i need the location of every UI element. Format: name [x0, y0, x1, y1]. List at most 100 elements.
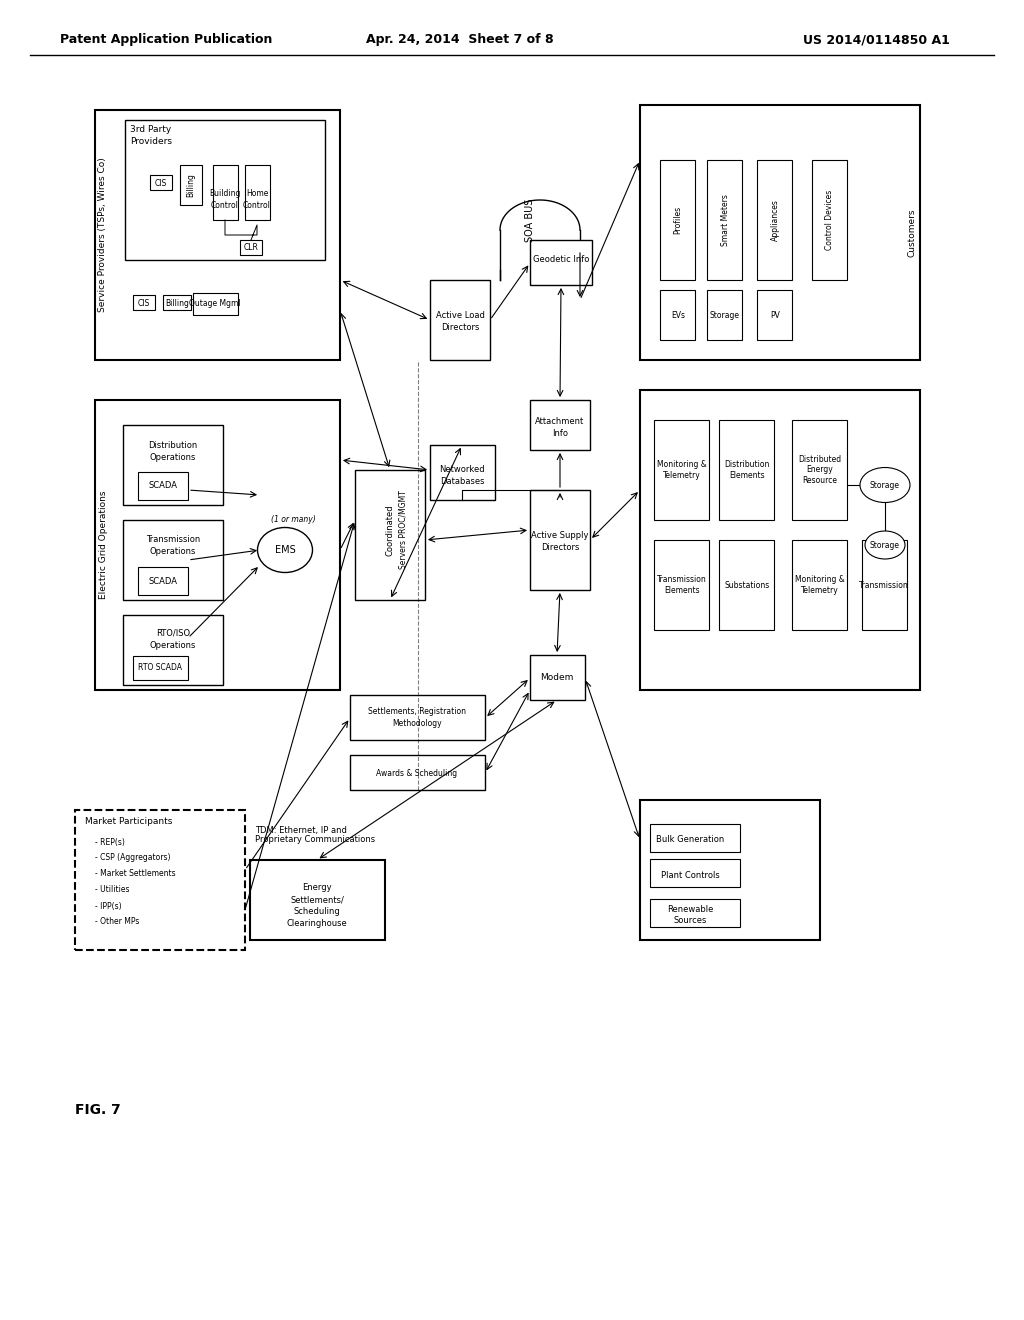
Text: Attachment: Attachment — [536, 417, 585, 426]
Text: - REP(s): - REP(s) — [95, 837, 125, 846]
FancyBboxPatch shape — [654, 420, 709, 520]
Text: Distributed
Energy
Resource: Distributed Energy Resource — [799, 455, 842, 484]
Text: Distribution
Elements: Distribution Elements — [724, 461, 770, 479]
Text: - Market Settlements: - Market Settlements — [95, 870, 176, 879]
Text: Monitoring &
Telemetry: Monitoring & Telemetry — [657, 461, 707, 479]
Text: Clearinghouse: Clearinghouse — [287, 920, 347, 928]
Text: Outage Mgml: Outage Mgml — [189, 300, 241, 309]
Text: SCADA: SCADA — [148, 577, 177, 586]
Text: Transmission: Transmission — [145, 536, 200, 544]
Text: Electric Grid Operations: Electric Grid Operations — [98, 491, 108, 599]
Text: Directors: Directors — [541, 543, 580, 552]
Ellipse shape — [860, 467, 910, 503]
FancyBboxPatch shape — [75, 810, 245, 950]
Text: Scheduling: Scheduling — [294, 908, 340, 916]
Text: Databases: Databases — [439, 478, 484, 487]
FancyBboxPatch shape — [133, 294, 155, 310]
Text: Settlements/: Settlements/ — [290, 895, 344, 904]
Text: Active Supply: Active Supply — [531, 531, 589, 540]
Text: TDM: Ethernet, IP and: TDM: Ethernet, IP and — [255, 825, 347, 834]
Text: Transmission
Elements: Transmission Elements — [657, 576, 707, 595]
Text: Methodology: Methodology — [392, 719, 441, 729]
FancyBboxPatch shape — [138, 473, 188, 500]
Text: Home: Home — [246, 189, 268, 198]
Text: RTO/ISO: RTO/ISO — [156, 628, 190, 638]
Text: Renewable
Sources: Renewable Sources — [667, 906, 713, 925]
Text: Awards & Scheduling: Awards & Scheduling — [377, 768, 458, 777]
FancyBboxPatch shape — [123, 615, 223, 685]
Text: Profiles: Profiles — [674, 206, 683, 234]
FancyBboxPatch shape — [133, 656, 188, 680]
Ellipse shape — [865, 531, 905, 558]
Text: Patent Application Publication: Patent Application Publication — [60, 33, 272, 46]
FancyBboxPatch shape — [757, 160, 792, 280]
Text: Servers PROC/MGMT: Servers PROC/MGMT — [398, 491, 408, 569]
Text: Storage: Storage — [710, 310, 740, 319]
Text: Providers: Providers — [130, 137, 172, 147]
Text: EVs: EVs — [671, 310, 685, 319]
Text: Operations: Operations — [150, 640, 197, 649]
FancyBboxPatch shape — [350, 755, 485, 789]
Text: US 2014/0114850 A1: US 2014/0114850 A1 — [803, 33, 950, 46]
FancyBboxPatch shape — [654, 540, 709, 630]
Text: Distribution: Distribution — [148, 441, 198, 450]
FancyBboxPatch shape — [350, 696, 485, 741]
Text: Modem: Modem — [541, 673, 573, 682]
FancyBboxPatch shape — [707, 290, 742, 341]
FancyBboxPatch shape — [245, 165, 270, 220]
Text: Appliances: Appliances — [770, 199, 779, 242]
Text: RTO SCADA: RTO SCADA — [138, 664, 182, 672]
Text: Storage: Storage — [870, 480, 900, 490]
Text: CIS: CIS — [155, 178, 167, 187]
FancyBboxPatch shape — [707, 160, 742, 280]
FancyBboxPatch shape — [640, 106, 920, 360]
FancyBboxPatch shape — [862, 540, 907, 630]
FancyBboxPatch shape — [650, 859, 740, 887]
Text: Control: Control — [211, 201, 239, 210]
Text: - CSP (Aggregators): - CSP (Aggregators) — [95, 854, 171, 862]
FancyBboxPatch shape — [660, 160, 695, 280]
Text: Apr. 24, 2014  Sheet 7 of 8: Apr. 24, 2014 Sheet 7 of 8 — [367, 33, 554, 46]
FancyBboxPatch shape — [123, 425, 223, 506]
FancyBboxPatch shape — [530, 400, 590, 450]
Text: Control: Control — [243, 201, 271, 210]
FancyBboxPatch shape — [430, 445, 495, 500]
FancyBboxPatch shape — [193, 293, 238, 315]
FancyBboxPatch shape — [660, 290, 695, 341]
Text: Operations: Operations — [150, 548, 197, 557]
Text: Substations: Substations — [724, 581, 770, 590]
FancyBboxPatch shape — [792, 420, 847, 520]
FancyBboxPatch shape — [430, 280, 490, 360]
FancyBboxPatch shape — [530, 655, 585, 700]
Text: Networked: Networked — [439, 466, 484, 474]
FancyBboxPatch shape — [355, 470, 425, 601]
Text: - Utilities: - Utilities — [95, 886, 129, 895]
Text: Billing: Billing — [165, 298, 189, 308]
FancyBboxPatch shape — [138, 568, 188, 595]
Text: Market Participants: Market Participants — [85, 817, 172, 826]
FancyBboxPatch shape — [125, 120, 325, 260]
Text: Service Providers (TSPs, Wires Co): Service Providers (TSPs, Wires Co) — [98, 157, 108, 313]
Text: PV: PV — [770, 310, 780, 319]
Text: Transmission: Transmission — [859, 581, 909, 590]
FancyBboxPatch shape — [640, 389, 920, 690]
Text: 3rd Party: 3rd Party — [130, 125, 171, 135]
Text: Directors: Directors — [440, 322, 479, 331]
Ellipse shape — [257, 528, 312, 573]
Text: Bulk Generation: Bulk Generation — [656, 836, 724, 845]
Text: Active Load: Active Load — [435, 310, 484, 319]
Text: - IPP(s): - IPP(s) — [95, 902, 122, 911]
FancyBboxPatch shape — [213, 165, 238, 220]
Text: Plant Controls: Plant Controls — [660, 870, 720, 879]
FancyBboxPatch shape — [95, 110, 340, 360]
Text: CIS: CIS — [138, 298, 151, 308]
Text: Settlements, Registration: Settlements, Registration — [368, 708, 466, 717]
Text: SCADA: SCADA — [148, 482, 177, 491]
FancyBboxPatch shape — [719, 540, 774, 630]
FancyBboxPatch shape — [812, 160, 847, 280]
FancyBboxPatch shape — [719, 420, 774, 520]
FancyBboxPatch shape — [180, 165, 202, 205]
FancyBboxPatch shape — [123, 520, 223, 601]
FancyBboxPatch shape — [530, 490, 590, 590]
FancyBboxPatch shape — [757, 290, 792, 341]
